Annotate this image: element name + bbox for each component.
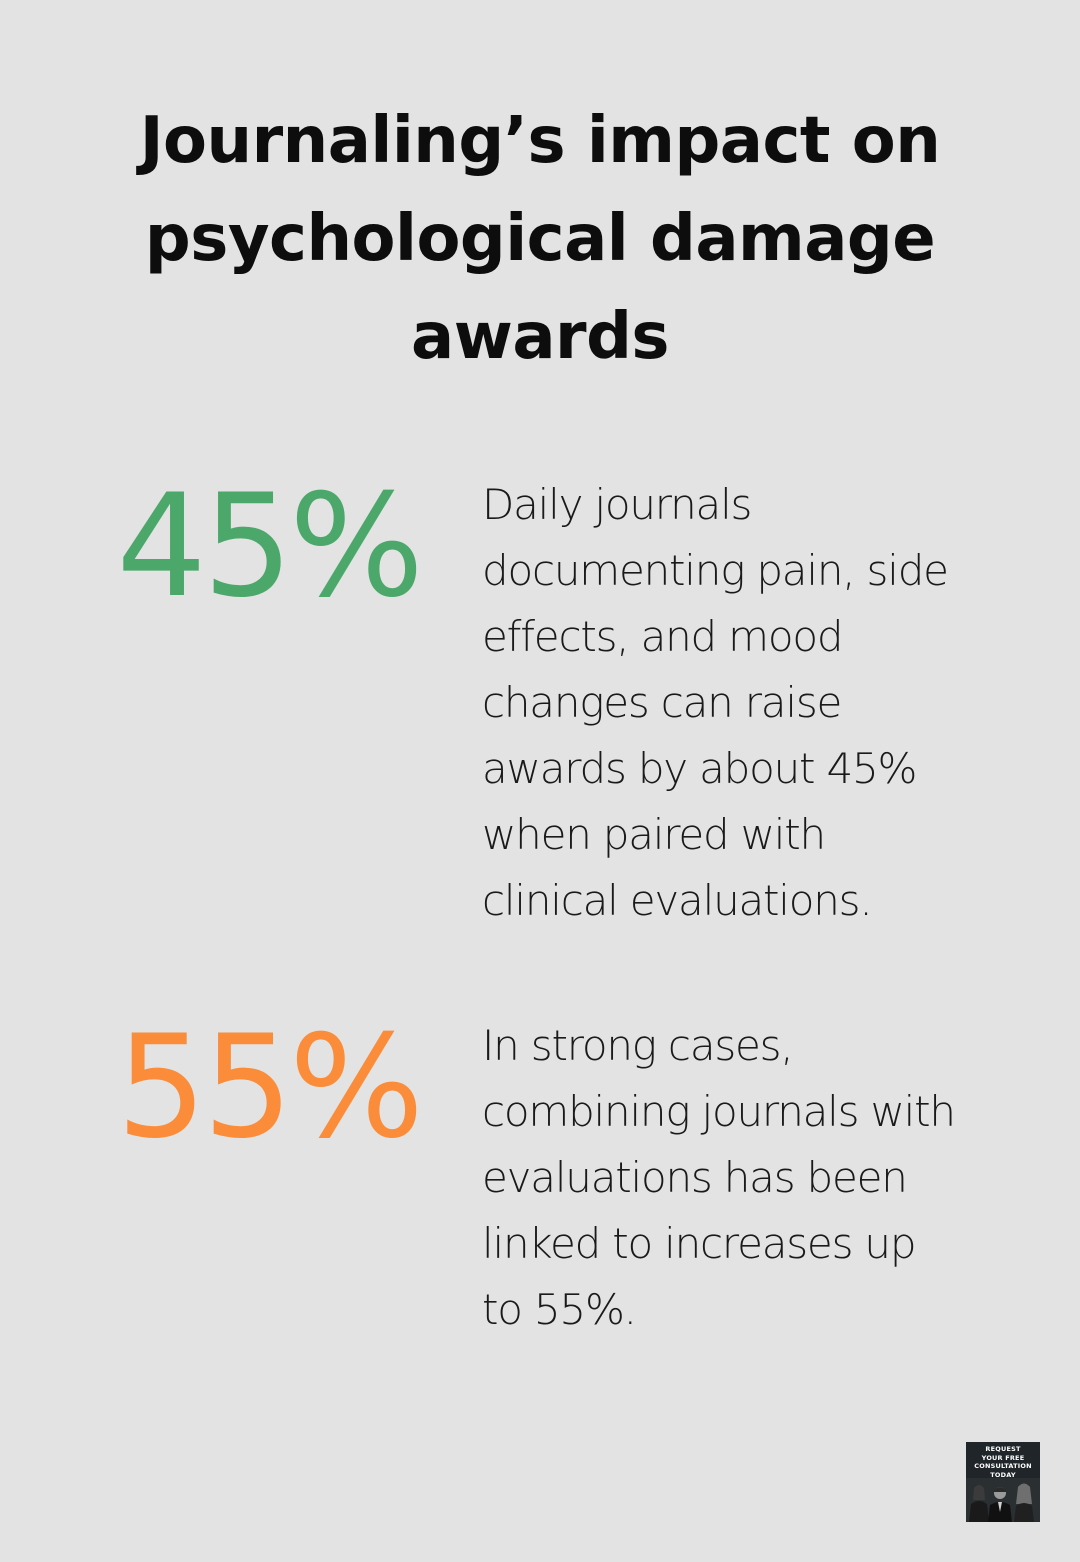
stat-description-line: documenting pain, side <box>482 546 949 595</box>
stat-description-line: awards by about 45% <box>482 744 917 793</box>
stat-description-line: In strong cases, <box>482 1021 794 1070</box>
stat-description-line: changes can raise <box>482 678 842 727</box>
stat-description-line: effects, and mood <box>482 612 844 661</box>
title-line: psychological damage <box>144 202 936 276</box>
cta-line: CONSULTATION <box>974 1462 1032 1470</box>
cta-line: REQUEST <box>985 1445 1021 1453</box>
stat-description-line: linked to increases up <box>482 1219 916 1268</box>
stat-description-line: Daily journals <box>482 480 752 529</box>
consultation-button[interactable]: REQUEST YOUR FREE CONSULTATION TODAY <box>966 1442 1040 1522</box>
stat-value: 55% <box>116 1005 424 1170</box>
stat-description: Daily journals documenting pain, side ef… <box>482 472 1022 934</box>
title-line: awards <box>411 300 669 374</box>
stat-description-line: when paired with <box>482 810 826 859</box>
stat-block-55: 55% In strong cases, combining journals … <box>60 1013 1020 1483</box>
page-title: Journaling’s impact on psychological dam… <box>80 92 1000 386</box>
title-line: Journaling’s impact on <box>139 104 941 178</box>
stat-description-line: combining journals with <box>482 1087 956 1136</box>
team-photo-icon <box>966 1478 1040 1522</box>
stat-block-45: 45% Daily journals documenting pain, sid… <box>60 472 1020 942</box>
stat-description-line: clinical evaluations. <box>482 876 873 925</box>
stat-value: 45% <box>116 464 424 629</box>
cta-line: TODAY <box>990 1470 1016 1479</box>
stat-description: In strong cases, combining journals with… <box>482 1013 1022 1343</box>
consultation-button-label: REQUEST YOUR FREE CONSULTATION TODAY <box>966 1445 1040 1479</box>
stat-description-line: to 55%. <box>482 1285 637 1334</box>
stat-description-line: evaluations has been <box>482 1153 908 1202</box>
cta-line: YOUR FREE <box>981 1453 1025 1462</box>
